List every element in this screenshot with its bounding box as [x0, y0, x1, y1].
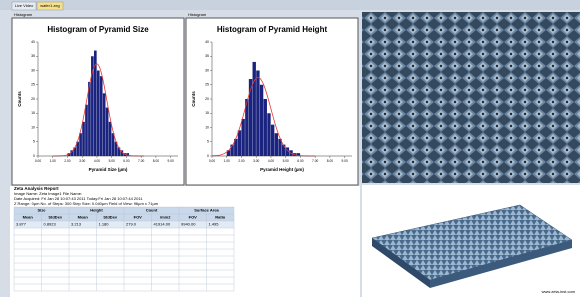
cell: 3.213: [71, 222, 82, 227]
x-tick-label: 3.00: [253, 159, 259, 163]
column-header: Mean: [23, 215, 34, 220]
cell: 1.495: [209, 222, 220, 227]
y-tick-label: 15: [31, 111, 35, 115]
app-window: Live Video wafer1.zeg Histogram Histogra…: [0, 0, 580, 297]
bar: [109, 122, 112, 156]
x-tick-label: 0.00: [209, 159, 215, 163]
bar: [100, 76, 103, 156]
y-tick-label: 5: [33, 140, 35, 144]
bar: [260, 85, 263, 156]
x-tick-label: 2.00: [64, 159, 70, 163]
bar: [256, 71, 259, 157]
group-header: Surface Area: [194, 208, 219, 213]
cell: 3.877: [16, 222, 27, 227]
y-axis-title: Counts: [17, 91, 22, 107]
tab-label[interactable]: wafer1.zeg: [40, 3, 60, 8]
y-tick-label: 30: [205, 68, 209, 72]
x-axis-title: Pyramid Size (µm): [89, 167, 128, 172]
y-tick-label: 15: [205, 111, 209, 115]
column-header: FOV: [189, 215, 198, 220]
image-shade: [362, 12, 580, 183]
bar: [103, 93, 106, 156]
x-tick-label: 8.00: [327, 159, 333, 163]
bar: [264, 99, 267, 156]
cell: 9940.00: [181, 222, 196, 227]
bar: [271, 125, 274, 156]
x-tick-label: 2.00: [238, 159, 244, 163]
column-header: /mm2: [160, 215, 171, 220]
bar: [82, 122, 85, 156]
y-tick-label: 25: [31, 83, 35, 87]
y-tick-label: 5: [207, 140, 209, 144]
y-axis-title: Counts: [191, 91, 196, 107]
bar: [238, 130, 241, 156]
watermark: www.zeta-inst.com: [542, 289, 576, 294]
y-tick-label: 10: [205, 125, 209, 129]
bar: [253, 62, 256, 156]
tab-bar: [0, 0, 580, 10]
bar: [85, 105, 88, 156]
x-tick-label: 7.00: [312, 159, 318, 163]
chart-title: Histogram of Pyramid Size: [47, 25, 149, 34]
y-tick-label: 40: [205, 40, 209, 44]
x-tick-label: 9.00: [342, 159, 348, 163]
x-tick-label: 6.00: [123, 159, 129, 163]
column-header: StdDev: [103, 215, 118, 220]
y-tick-label: 40: [31, 40, 35, 44]
group-header: Height: [90, 208, 103, 213]
cell: 41914.00: [154, 222, 171, 227]
column-header: Mean: [78, 215, 89, 220]
bar: [97, 71, 100, 157]
chart-title: Histogram of Pyramid Height: [217, 25, 328, 34]
x-tick-label: 0.00: [35, 159, 41, 163]
x-tick-label: 4.00: [268, 159, 274, 163]
x-tick-label: 1.00: [50, 159, 56, 163]
cell: 279.0: [126, 222, 137, 227]
x-tick-label: 5.00: [109, 159, 115, 163]
report-line: Z Range: 0µm No. of Steps: 300 Step Size…: [14, 201, 159, 206]
x-tick-label: 8.00: [153, 159, 159, 163]
cell: 0.8923: [44, 222, 57, 227]
cell: 1.180: [99, 222, 110, 227]
bar: [267, 113, 270, 156]
x-tick-label: 7.00: [138, 159, 144, 163]
y-tick-label: 30: [31, 68, 35, 72]
y-tick-label: 35: [205, 54, 209, 58]
tab-label[interactable]: Live Video: [15, 3, 34, 8]
x-tick-label: 3.00: [79, 159, 85, 163]
bar: [241, 119, 244, 156]
group-header: Size: [37, 208, 46, 213]
y-tick-label: 20: [205, 97, 209, 101]
bar: [79, 133, 82, 156]
y-tick-label: 35: [31, 54, 35, 58]
y-tick-label: 0: [207, 154, 209, 158]
column-header: Ratio: [215, 215, 226, 220]
group-header: Count: [146, 208, 158, 213]
bar: [275, 133, 278, 156]
bar: [112, 133, 115, 156]
x-tick-label: 5.00: [283, 159, 289, 163]
bar: [88, 82, 91, 156]
y-tick-label: 10: [31, 125, 35, 129]
panel-label: Histogram: [188, 12, 207, 17]
panel-label: Histogram: [14, 12, 33, 17]
column-header: StdDev: [48, 215, 63, 220]
x-tick-label: 6.00: [297, 159, 303, 163]
x-tick-label: 9.00: [168, 159, 174, 163]
bar: [106, 108, 109, 156]
x-axis-title: Pyramid Height (µm): [260, 167, 304, 172]
x-tick-label: 1.00: [224, 159, 230, 163]
y-tick-label: 20: [31, 97, 35, 101]
x-tick-label: 4.00: [94, 159, 100, 163]
y-tick-label: 0: [33, 154, 35, 158]
y-tick-label: 25: [205, 83, 209, 87]
bar: [282, 145, 285, 156]
column-header: FOV: [134, 215, 143, 220]
